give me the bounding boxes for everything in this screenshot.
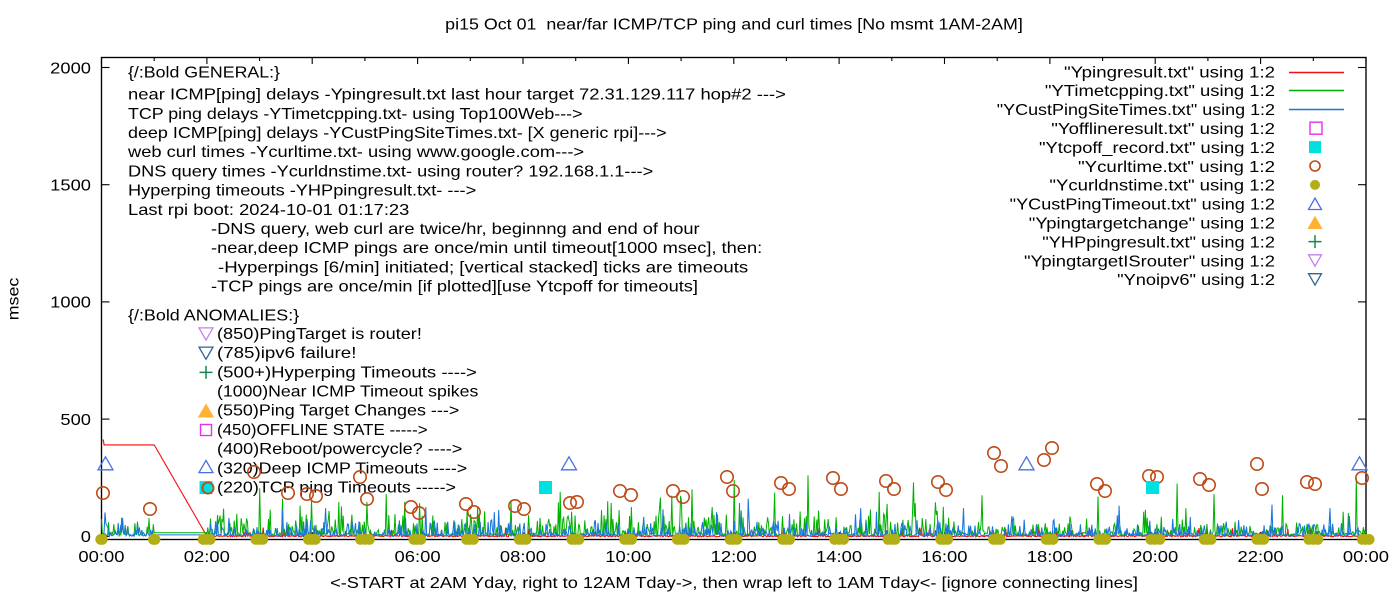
svg-text:-TCP pings are once/min [if pl: -TCP pings are once/min [if plotted][use…	[211, 279, 698, 296]
svg-text:14:00: 14:00	[816, 549, 862, 566]
svg-text:Hyperping timeouts -YHPpingres: Hyperping timeouts -YHPpingresult.txt- -…	[128, 183, 476, 200]
svg-text:-Hyperpings [6/min] initiated;: -Hyperpings [6/min] initiated; [vertical…	[218, 259, 748, 276]
svg-text:0: 0	[81, 529, 91, 546]
svg-text:-near,deep ICMP pings are once: -near,deep ICMP pings are once/min until…	[211, 240, 762, 257]
svg-text:{/:Bold ANOMALIES:}: {/:Bold ANOMALIES:}	[128, 307, 300, 324]
svg-text:18:00: 18:00	[1027, 549, 1073, 566]
svg-text:"Ynoipv6" using 1:2: "Ynoipv6" using 1:2	[1117, 272, 1275, 289]
svg-text:00:00: 00:00	[78, 549, 124, 566]
svg-text:(1000)Near ICMP Timeout spikes: (1000)Near ICMP Timeout spikes	[217, 384, 478, 401]
svg-text:500: 500	[60, 412, 91, 429]
svg-text:"Ypingresult.txt" using 1:2: "Ypingresult.txt" using 1:2	[1064, 64, 1275, 81]
svg-text:16:00: 16:00	[921, 549, 967, 566]
svg-text:DNS query times -Ycurldnstime.: DNS query times -Ycurldnstime.txt- using…	[128, 163, 653, 180]
svg-text:08:00: 08:00	[500, 549, 546, 566]
svg-text:22:00: 22:00	[1238, 549, 1284, 566]
svg-text:"YCustPingTimeout.txt" using 1: "YCustPingTimeout.txt" using 1:2	[1010, 197, 1275, 214]
svg-text:"YCustPingSiteTimes.txt" using: "YCustPingSiteTimes.txt" using 1:2	[997, 102, 1275, 119]
svg-text:(850)PingTarget is router!: (850)PingTarget is router!	[217, 326, 422, 343]
svg-text:<-START at 2AM Yday, right to: <-START at 2AM Yday, right to 12AM Tday-…	[330, 575, 1138, 592]
svg-text:TCP ping delays -YTimetcpping.: TCP ping delays -YTimetcpping.txt- using…	[128, 106, 583, 123]
svg-text:pi15 Oct 01 near/far ICMP/TCP: pi15 Oct 01 near/far ICMP/TCP ping and c…	[445, 17, 1023, 34]
svg-text:"Ycurltime.txt" using 1:2: "Ycurltime.txt" using 1:2	[1078, 159, 1275, 176]
svg-text:00:00: 00:00	[1343, 549, 1389, 566]
svg-text:"Ypingtargetchange" using 1:2: "Ypingtargetchange" using 1:2	[1029, 216, 1275, 233]
svg-text:"Ytcpoff_record.txt" using 1:2: "Ytcpoff_record.txt" using 1:2	[1039, 140, 1275, 157]
svg-text:"Ycurldnstime.txt" using 1:2: "Ycurldnstime.txt" using 1:2	[1049, 178, 1275, 195]
svg-text:(450)OFFLINE STATE ----->: (450)OFFLINE STATE ----->	[217, 422, 428, 439]
svg-text:02:00: 02:00	[184, 549, 230, 566]
svg-text:msec: msec	[6, 278, 23, 321]
svg-text:10:00: 10:00	[605, 549, 651, 566]
svg-text:"YHPpingresult.txt" using 1:2: "YHPpingresult.txt" using 1:2	[1042, 234, 1275, 251]
svg-text:(400)Reboot/powercycle? ---->: (400)Reboot/powercycle? ---->	[217, 441, 462, 458]
svg-text:near ICMP[ping] delays -Ypingr: near ICMP[ping] delays -Ypingresult.txt …	[128, 87, 786, 104]
svg-text:(220)TCP ping Timeouts ----->: (220)TCP ping Timeouts ----->	[217, 480, 456, 497]
svg-text:"Yofflineresult.txt" using 1:2: "Yofflineresult.txt" using 1:2	[1051, 121, 1275, 138]
svg-text:12:00: 12:00	[711, 549, 757, 566]
svg-text:-DNS query, web curl are twice: -DNS query, web curl are twice/hr, begin…	[211, 221, 700, 238]
svg-text:(550)Ping Target Changes --->: (550)Ping Target Changes --->	[217, 403, 459, 420]
svg-text:{/:Bold GENERAL:}: {/:Bold GENERAL:}	[128, 64, 281, 81]
svg-text:20:00: 20:00	[1132, 549, 1178, 566]
svg-text:(320)Deep ICMP Timeouts ---->: (320)Deep ICMP Timeouts ---->	[217, 460, 467, 477]
svg-text:Last rpi boot: 2024-10-01 01:1: Last rpi boot: 2024-10-01 01:17:23	[128, 202, 409, 219]
svg-text:"YpingtargetISrouter" using 1:: "YpingtargetISrouter" using 1:2	[1024, 253, 1275, 270]
svg-text:(785)ipv6 failure!: (785)ipv6 failure!	[217, 345, 356, 362]
svg-text:1000: 1000	[50, 295, 91, 312]
svg-text:2000: 2000	[50, 60, 91, 77]
svg-text:04:00: 04:00	[289, 549, 335, 566]
svg-text:06:00: 06:00	[395, 549, 441, 566]
svg-text:(500+)Hyperping Timeouts ---->: (500+)Hyperping Timeouts ---->	[217, 364, 477, 381]
svg-text:1500: 1500	[50, 178, 91, 195]
svg-text:web curl times -Ycurltime.txt-: web curl times -Ycurltime.txt- using www…	[127, 144, 584, 161]
svg-text:deep ICMP[ping] delays -YCustP: deep ICMP[ping] delays -YCustPingSiteTim…	[128, 125, 667, 142]
svg-text:"YTimetcpping.txt" using 1:2: "YTimetcpping.txt" using 1:2	[1045, 83, 1275, 100]
